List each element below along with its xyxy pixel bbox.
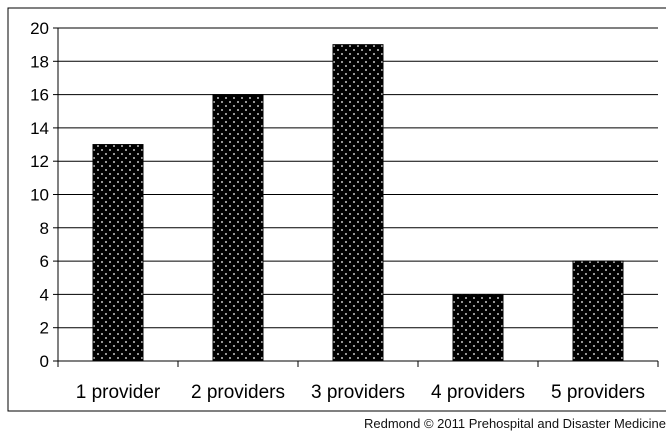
x-tick-label: 3 providers (311, 382, 405, 403)
bar (572, 260, 624, 362)
y-tick-label: 10 (30, 186, 49, 205)
bar (332, 44, 384, 362)
y-tick-label: 12 (30, 152, 49, 171)
y-tick-label: 0 (40, 352, 49, 371)
y-tick-label: 8 (40, 219, 49, 238)
x-tick-label: 4 providers (431, 382, 525, 403)
y-tick-label: 18 (30, 52, 49, 71)
x-tick-label: 5 providers (551, 382, 645, 403)
axes (53, 27, 659, 367)
y-tick-label: 6 (40, 252, 49, 271)
y-tick-label: 4 (40, 285, 49, 304)
y-tick-label: 20 (30, 19, 49, 38)
y-tick-labels: 0 2 4 6 8 10 12 14 16 18 20 (30, 19, 49, 371)
bars (92, 44, 624, 362)
image-credit: Redmond © 2011 Prehospital and Disaster … (363, 416, 666, 431)
x-tick-labels: 1 provider 2 providers 3 providers 4 provid… (76, 382, 645, 403)
y-tick-label: 16 (30, 86, 49, 105)
x-tick-label: 2 providers (191, 382, 285, 403)
bar (212, 94, 264, 362)
bar (452, 293, 504, 362)
bar-chart: 0 2 4 6 8 10 12 14 16 18 20 1 provider 2 providers 3… (7, 7, 666, 412)
x-tick-label: 1 provider (76, 382, 161, 403)
bar (92, 144, 144, 362)
y-tick-label: 2 (40, 319, 49, 338)
y-tick-label: 14 (30, 119, 49, 138)
